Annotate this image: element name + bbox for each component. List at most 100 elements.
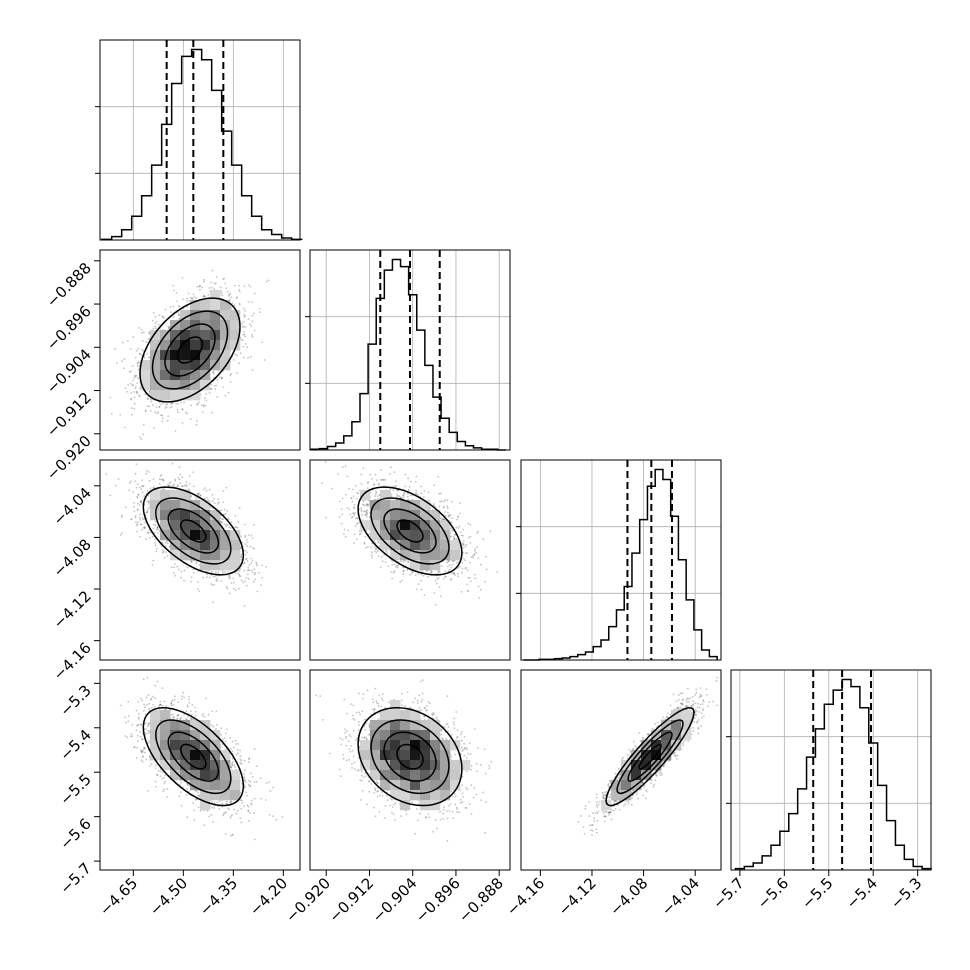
sample-point	[131, 407, 133, 409]
sample-point	[229, 374, 232, 377]
sample-point	[141, 516, 144, 519]
sample-point	[195, 297, 198, 299]
sample-point	[159, 475, 162, 477]
sample-point	[183, 401, 186, 404]
sample-point	[223, 277, 226, 280]
sample-point	[242, 333, 245, 336]
sample-point	[243, 285, 246, 287]
density-cell	[190, 330, 201, 341]
sample-point	[245, 538, 248, 541]
sample-point	[246, 560, 249, 562]
sample-point	[233, 581, 235, 584]
sample-point	[142, 526, 145, 529]
density-cell	[160, 380, 171, 391]
sample-point	[188, 475, 191, 477]
sample-point	[261, 341, 264, 344]
sample-point	[169, 406, 171, 409]
sample-point	[244, 580, 247, 583]
sample-point	[162, 478, 164, 481]
density-cell	[190, 360, 201, 371]
sample-point	[148, 500, 150, 503]
sample-point	[204, 295, 207, 298]
sample-point	[96, 380, 98, 382]
sample-point	[144, 409, 147, 412]
sample-point	[203, 295, 205, 297]
sample-point	[187, 292, 190, 295]
density-cell	[200, 340, 211, 351]
sample-point	[198, 285, 201, 288]
sample-point	[206, 573, 208, 576]
density-cell	[210, 350, 221, 361]
sample-point	[165, 403, 168, 406]
sample-point	[142, 485, 145, 487]
sample-point	[238, 288, 241, 291]
sample-point	[230, 296, 233, 299]
sample-point	[254, 578, 257, 581]
sample-point	[253, 580, 255, 583]
sample-point	[232, 587, 235, 590]
sample-point	[214, 575, 217, 578]
sample-point	[136, 382, 139, 384]
sample-point	[154, 542, 156, 544]
sample-point	[212, 371, 215, 373]
sample-point	[216, 577, 218, 580]
sample-point	[247, 566, 250, 569]
density-cell	[170, 330, 181, 341]
sample-point	[167, 415, 170, 418]
sample-point	[174, 430, 177, 432]
sample-point	[161, 541, 164, 544]
sample-point	[230, 521, 233, 524]
sample-point	[152, 559, 155, 562]
sample-point	[234, 526, 237, 529]
density-cell	[160, 370, 171, 381]
sample-point	[178, 318, 180, 321]
sample-point	[161, 414, 164, 417]
sample-point	[214, 388, 217, 390]
sample-point	[130, 398, 133, 400]
sample-point	[120, 534, 122, 536]
sample-point	[128, 482, 131, 484]
sample-point	[246, 569, 249, 572]
sample-point	[177, 311, 180, 314]
sample-point	[139, 518, 142, 521]
sample-point	[155, 327, 157, 330]
sample-point	[251, 369, 254, 371]
sample-point	[181, 485, 184, 487]
sample-point	[146, 509, 149, 512]
sample-point	[250, 562, 253, 564]
sample-point	[186, 300, 189, 302]
sample-point	[185, 411, 187, 414]
sample-point	[202, 404, 205, 407]
density-cell	[210, 320, 221, 331]
sample-point	[152, 486, 155, 489]
sample-point	[154, 411, 157, 413]
sample-point	[166, 419, 169, 422]
sample-point	[155, 550, 158, 553]
sample-point	[133, 377, 136, 379]
sample-point	[167, 325, 170, 328]
sample-point	[174, 478, 177, 481]
density-cell	[150, 370, 161, 381]
sample-point	[242, 345, 245, 348]
sample-point	[181, 485, 184, 488]
sample-point	[235, 297, 238, 299]
sample-point	[212, 575, 215, 578]
sample-point	[170, 311, 173, 314]
sample-point	[177, 485, 179, 487]
sample-point	[146, 469, 148, 472]
sample-point	[254, 292, 256, 295]
sample-point	[188, 482, 191, 485]
sample-point	[151, 319, 154, 322]
sample-point	[235, 526, 238, 528]
sample-point	[197, 493, 200, 496]
sample-point	[203, 397, 206, 400]
sample-point	[105, 473, 108, 476]
sample-point	[258, 307, 261, 310]
sample-point	[225, 287, 228, 290]
sample-point	[129, 370, 132, 372]
sample-point	[220, 290, 222, 293]
sample-point	[199, 285, 201, 287]
sample-point	[152, 311, 155, 314]
sample-point	[127, 340, 129, 342]
sample-point	[143, 495, 146, 497]
